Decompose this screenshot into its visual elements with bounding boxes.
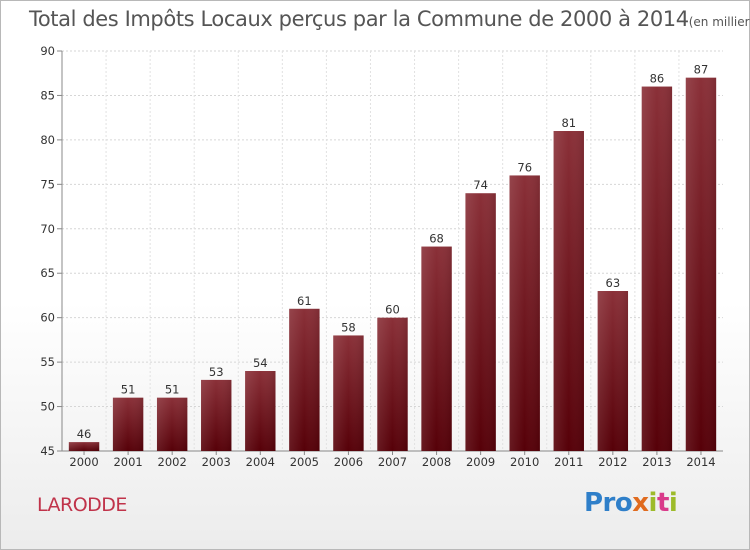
bar-value-label-2009: 74 [473, 178, 488, 192]
x-tick-label-2014: 2014 [686, 455, 715, 469]
bar-value-label-2000: 46 [77, 427, 92, 441]
bar-shine-2006 [333, 335, 364, 451]
y-tick-label: 45 [40, 444, 55, 458]
bar-shine-2008 [421, 246, 452, 451]
bar-value-label-2003: 53 [209, 365, 224, 379]
x-tick-label-2007: 2007 [378, 455, 407, 469]
x-tick-label-2006: 2006 [334, 455, 363, 469]
bar-value-label-2014: 87 [694, 63, 709, 77]
x-tick-label-2001: 2001 [113, 455, 142, 469]
x-tick-label-2003: 2003 [202, 455, 231, 469]
bar-value-label-2010: 76 [517, 160, 532, 174]
bar-value-label-2002: 51 [165, 383, 180, 397]
bar-shine-2014 [685, 77, 717, 452]
bar-shine-2011 [553, 131, 584, 451]
bar-shine-2003 [201, 379, 232, 451]
bar-shine-2000 [68, 442, 100, 451]
y-tick-label: 75 [40, 177, 55, 191]
bar-value-label-2007: 60 [385, 303, 400, 317]
bar-value-label-2008: 68 [429, 232, 444, 246]
commune-name: LARODDE [37, 494, 127, 516]
y-tick-label: 65 [40, 266, 55, 280]
bar-shine-2005 [289, 308, 320, 451]
y-tick-label: 50 [40, 400, 55, 414]
x-tick-label-2005: 2005 [290, 455, 319, 469]
chart-title-text: Total des Impôts Locaux perçus par la Co… [29, 7, 689, 31]
x-tick-label-2008: 2008 [422, 455, 451, 469]
grid-layer [62, 50, 723, 452]
x-tick-label-2012: 2012 [598, 455, 627, 469]
x-tick-label-2010: 2010 [510, 455, 539, 469]
x-tick-label-2013: 2013 [642, 455, 671, 469]
axis-layer: 45 50 55 60 65 70 75 80 85 90 2000 2001 2002 2003 2004… [40, 44, 723, 469]
y-tick-label: 90 [40, 44, 55, 58]
x-tick-label-2009: 2009 [466, 455, 495, 469]
y-tick-label: 55 [40, 355, 55, 369]
bar-shine-2007 [377, 317, 408, 451]
y-tick-label: 85 [40, 88, 55, 102]
bar-shine-2002 [156, 397, 188, 451]
bar-value-label-2004: 54 [253, 356, 268, 370]
chart-subtitle: (en milliers d'€) [688, 15, 750, 29]
bars-layer: 46 51 51 53 54 61 58 60 68 74 76 81 63 86 87 [68, 63, 717, 452]
bar-shine-2001 [112, 397, 144, 451]
proxiti-logo[interactable]: Proxiti [584, 488, 678, 518]
x-tick-label-2002: 2002 [158, 455, 187, 469]
y-tick-label: 80 [40, 133, 55, 147]
y-tick-label: 60 [40, 311, 55, 325]
x-tick-label-2004: 2004 [246, 455, 275, 469]
bar-shine-2012 [597, 291, 629, 451]
bar-value-label-2011: 81 [561, 116, 576, 130]
bar-shine-2004 [245, 371, 276, 451]
bar-value-label-2013: 86 [650, 72, 665, 86]
bar-shine-2010 [509, 175, 540, 451]
bar-shine-2013 [641, 86, 673, 452]
bar-value-label-2005: 61 [297, 294, 312, 308]
bar-value-label-2006: 58 [341, 320, 356, 334]
chart-title: Total des Impôts Locaux perçus par la Co… [29, 7, 750, 31]
bar-value-label-2001: 51 [121, 383, 136, 397]
x-tick-label-2011: 2011 [554, 455, 583, 469]
bar-value-label-2012: 63 [606, 276, 621, 290]
y-tick-label: 70 [40, 222, 55, 236]
x-tick-label-2000: 2000 [69, 455, 98, 469]
bar-shine-2009 [465, 193, 496, 451]
